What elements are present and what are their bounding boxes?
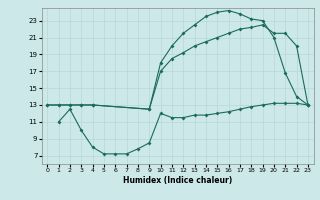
X-axis label: Humidex (Indice chaleur): Humidex (Indice chaleur) (123, 176, 232, 185)
